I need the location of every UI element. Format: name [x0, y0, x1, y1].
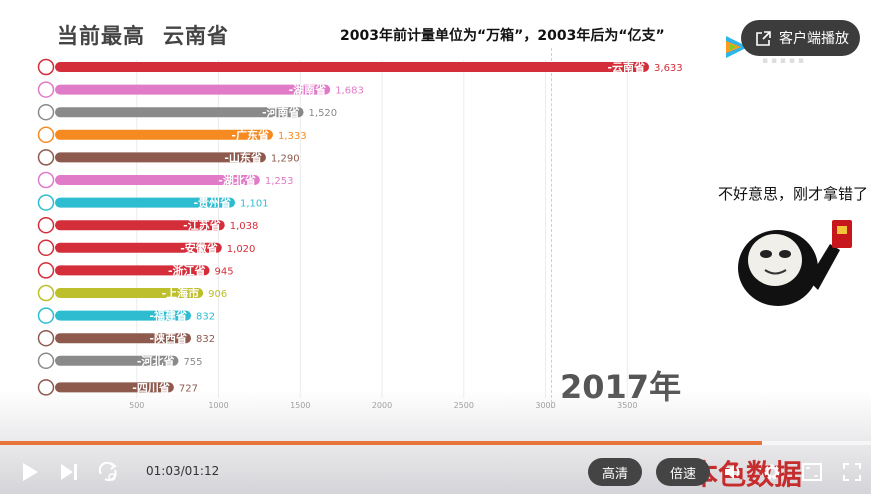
row-marker-icon	[37, 239, 55, 257]
volume-icon	[725, 465, 740, 479]
bar-name-label: -广东省	[231, 128, 269, 142]
row-marker-icon	[37, 284, 55, 302]
bar-value-label: 1,038	[230, 221, 259, 232]
row-marker-icon	[37, 171, 55, 189]
row-marker-icon	[37, 329, 55, 347]
volume-button[interactable]	[722, 460, 746, 484]
loop-icon	[98, 462, 117, 482]
bar	[55, 84, 331, 95]
row-marker-icon	[37, 81, 55, 98]
bar-name-label: -江苏省	[183, 218, 221, 232]
row-marker-icon	[37, 58, 55, 76]
row-marker-icon	[37, 216, 55, 234]
webfullscreen-button[interactable]	[800, 460, 824, 484]
bar	[55, 175, 260, 185]
bar-name-label: -福建省	[149, 309, 187, 323]
row-marker-icon	[37, 194, 55, 211]
fullscreen-button[interactable]	[840, 460, 864, 484]
play-icon	[23, 463, 38, 481]
bar	[55, 265, 210, 276]
chart-divider	[551, 48, 552, 408]
total-time: /01:12	[180, 464, 220, 478]
title-label: 当前最高	[57, 24, 145, 48]
next-button[interactable]	[57, 460, 81, 484]
bar-value-label: 755	[183, 357, 202, 368]
bar	[55, 382, 174, 393]
bar	[55, 333, 192, 344]
bar	[55, 310, 192, 321]
bar	[55, 288, 204, 298]
client-play-label: 客户端播放	[779, 31, 849, 47]
bar-value-label: 906	[208, 289, 227, 300]
bar-name-label: -湖北省	[218, 173, 256, 187]
bar-value-label: 1,020	[227, 244, 256, 255]
progress-fill	[0, 441, 763, 445]
bar-value-label: 1,520	[309, 108, 338, 119]
client-play-button[interactable]: 客户端播放	[741, 20, 860, 56]
bar-value-label: 1,290	[271, 153, 300, 164]
tencent-video-logo	[722, 32, 752, 62]
bar-value-label: 1,101	[240, 199, 269, 210]
bar-value-label: 1,253	[265, 176, 294, 187]
bar-name-label: -安徽省	[180, 241, 218, 255]
current-time: 01:03	[146, 464, 181, 478]
progress-bar[interactable]	[0, 441, 871, 445]
bar	[55, 152, 266, 163]
row-marker-icon	[37, 103, 55, 121]
settings-button[interactable]	[760, 460, 784, 484]
bar	[55, 62, 650, 72]
row-marker-icon	[37, 149, 55, 166]
bar-value-label: 727	[179, 383, 198, 394]
quality-button[interactable]: 高清	[588, 458, 642, 486]
bar-name-label: -云南省	[607, 60, 645, 74]
bar	[55, 107, 304, 118]
bar-value-label: 832	[196, 312, 215, 323]
player-controls: 01:03/01:12 本色数据 高清 倍速	[0, 450, 871, 494]
bar	[55, 242, 222, 253]
bar-name-label: -浙江省	[168, 263, 206, 277]
row-marker-icon	[37, 126, 55, 144]
next-icon	[61, 464, 77, 480]
bar-name-label: -湖南省	[289, 83, 327, 97]
play-button[interactable]	[18, 460, 42, 484]
speed-button[interactable]: 倍速	[656, 458, 710, 486]
fullscreen-icon	[843, 463, 861, 481]
row-marker-icon	[37, 307, 55, 324]
web-fullscreen-icon	[802, 463, 822, 481]
bar-name-label: -山东省	[224, 150, 262, 164]
bar-value-label: 832	[196, 334, 215, 345]
bar-name-label: -上海市	[162, 286, 200, 300]
row-marker-icon	[37, 352, 55, 370]
bar-name-label: -河南省	[262, 105, 300, 119]
gear-icon	[764, 464, 780, 480]
leader-label: 云南省	[163, 24, 229, 48]
panda-meme-image	[738, 220, 852, 306]
loop-button[interactable]	[96, 460, 120, 484]
bar-value-label: 1,333	[278, 131, 307, 142]
bar-value-label: 945	[215, 266, 234, 277]
bar-name-label: -贵州省	[193, 196, 231, 210]
bar	[55, 197, 236, 208]
meme-caption: 不好意思，刚才拿错了	[718, 185, 869, 203]
bar-chart: 500100015002000250030003500-云南省3,633-湖南省…	[37, 58, 683, 410]
bar-name-label: -陕西省	[149, 331, 187, 345]
bar-value-label: 3,633	[654, 63, 683, 74]
bar	[55, 220, 225, 231]
row-marker-icon	[37, 262, 55, 279]
time-display: 01:03/01:12	[146, 464, 219, 478]
unit-note: 2003年前计量单位为“万箱”，2003年后为“亿支”	[340, 28, 665, 44]
bar	[55, 355, 179, 366]
logo-text: ▪ ▪ ▪ ▪ ▪	[762, 56, 804, 66]
bar-value-label: 1,683	[335, 86, 364, 97]
external-link-icon	[756, 30, 771, 46]
chart-title: 当前最高 云南省	[57, 20, 229, 50]
bar-name-label: -河北省	[137, 354, 175, 368]
bar	[55, 129, 273, 140]
